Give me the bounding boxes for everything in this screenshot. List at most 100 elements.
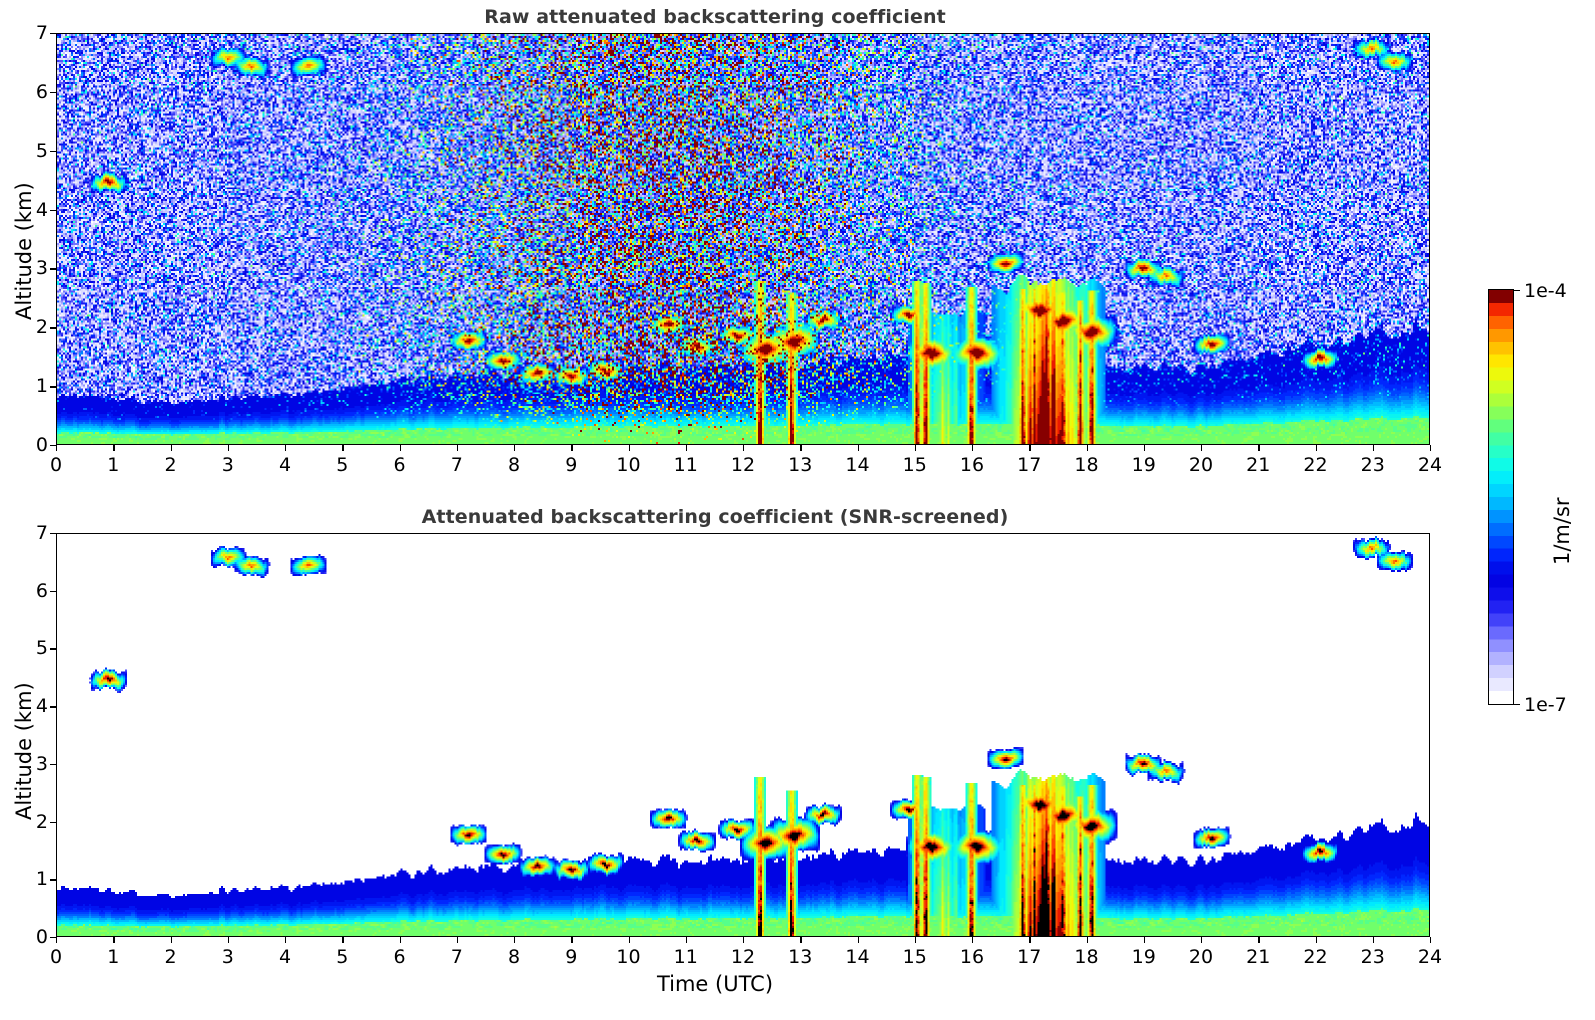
x-tick-label: 15 — [902, 946, 927, 968]
x-tick — [743, 445, 745, 451]
x-tick-label: 16 — [959, 946, 985, 968]
y-tick — [50, 706, 56, 708]
x-tick-label: 1 — [107, 946, 120, 968]
x-tick — [914, 937, 917, 943]
x-tick-label: 8 — [507, 454, 521, 476]
x-tick-label: 0 — [49, 946, 63, 968]
y-tick — [50, 648, 56, 650]
plot-area-raw[interactable] — [56, 33, 1430, 445]
x-tick — [857, 445, 859, 451]
colorbar-tick-max — [1514, 290, 1520, 292]
x-tick — [972, 937, 974, 943]
y-tick-label: 5 — [35, 139, 48, 162]
y-tick — [50, 445, 56, 447]
x-tick — [227, 937, 230, 943]
panel-screened-title: Attenuated backscattering coefficient (S… — [421, 506, 1009, 528]
y-tick — [50, 91, 56, 94]
y-tick-label: 3 — [35, 752, 48, 775]
y-tick — [50, 590, 56, 593]
x-tick-label: 2 — [164, 454, 177, 476]
x-tick — [514, 937, 516, 943]
x-tick — [456, 937, 459, 943]
x-tick — [56, 937, 58, 943]
x-tick — [1258, 445, 1260, 451]
x-tick-label: 12 — [730, 946, 756, 968]
x-tick — [227, 445, 230, 451]
x-tick — [743, 937, 745, 943]
x-tick-label: 9 — [565, 946, 578, 968]
y-tick — [50, 386, 56, 388]
x-tick-label: 18 — [1074, 946, 1099, 968]
x-tick-label: 6 — [393, 454, 406, 476]
x-tick-label: 3 — [221, 946, 234, 968]
y-tick — [50, 879, 56, 881]
x-tick-label: 5 — [336, 454, 349, 476]
x-tick-label: 13 — [788, 454, 813, 476]
x-tick — [972, 445, 974, 451]
x-tick-label: 9 — [565, 454, 578, 476]
x-tick — [1372, 445, 1375, 451]
x-tick-label: 12 — [730, 454, 756, 476]
x-tick — [285, 937, 287, 943]
x-tick — [113, 937, 115, 943]
x-tick — [1372, 937, 1375, 943]
colorbar-tick-min — [1514, 704, 1520, 706]
x-tick — [1086, 937, 1088, 943]
x-tick — [1143, 445, 1146, 451]
x-tick — [1029, 937, 1031, 943]
x-tick-label: 11 — [673, 946, 698, 968]
x-tick — [800, 445, 802, 451]
y-tick-label: 2 — [35, 316, 48, 339]
x-tick — [1086, 445, 1088, 451]
y-tick-label: 7 — [35, 522, 48, 544]
x-tick — [1315, 445, 1317, 451]
x-tick — [56, 445, 58, 451]
x-tick — [914, 445, 917, 451]
panel-raw: Raw attenuated backscattering coefficien… — [0, 0, 1460, 500]
x-tick — [514, 445, 516, 451]
x-tick — [342, 445, 344, 451]
x-tick-label: 23 — [1360, 946, 1385, 968]
x-tick-label: 11 — [673, 454, 698, 476]
x-tick-label: 14 — [845, 946, 870, 968]
x-tick — [170, 445, 172, 451]
x-tick-label: 7 — [450, 946, 463, 968]
x-tick — [399, 445, 401, 451]
x-tick — [1029, 445, 1031, 451]
y-tick-label: 4 — [35, 695, 48, 718]
axis-label-y-raw: Altitude (km) — [12, 182, 36, 320]
y-tick-label: 5 — [35, 637, 48, 660]
x-tick — [399, 937, 401, 943]
y-tick — [50, 327, 56, 329]
plot-area-screened[interactable] — [56, 533, 1430, 937]
x-tick — [857, 937, 859, 943]
x-tick — [571, 445, 573, 451]
x-tick-label: 21 — [1246, 946, 1271, 968]
y-tick-label: 1 — [35, 868, 48, 891]
y-tick — [50, 763, 56, 766]
x-tick-label: 1 — [107, 454, 120, 476]
panel-screened: Attenuated backscattering coefficient (S… — [0, 500, 1460, 1020]
y-tick — [50, 150, 56, 153]
x-tick-label: 10 — [616, 946, 641, 968]
x-tick-label: 2 — [164, 946, 177, 968]
x-tick-label: 19 — [1131, 454, 1156, 476]
x-tick — [342, 937, 344, 943]
y-tick-label: 4 — [35, 198, 48, 221]
y-tick — [50, 209, 56, 211]
colorbar: 1e-4 1e-7 1/m/sr — [1470, 280, 1595, 720]
y-tick-label: 6 — [35, 80, 48, 103]
panel-raw-title: Raw attenuated backscattering coefficien… — [484, 6, 946, 28]
x-tick — [113, 445, 115, 451]
x-tick-label: 8 — [507, 946, 521, 968]
x-tick — [628, 445, 630, 451]
y-tick-label: 6 — [35, 579, 48, 602]
x-tick-label: 23 — [1360, 454, 1385, 476]
x-tick-label: 4 — [278, 454, 292, 476]
y-tick-label: 3 — [35, 257, 48, 280]
y-tick-label: 2 — [35, 810, 48, 833]
axis-label-x-screened: Time (UTC) — [656, 972, 774, 996]
x-tick — [628, 937, 630, 943]
x-tick-label: 10 — [616, 454, 641, 476]
x-tick — [1143, 937, 1146, 943]
